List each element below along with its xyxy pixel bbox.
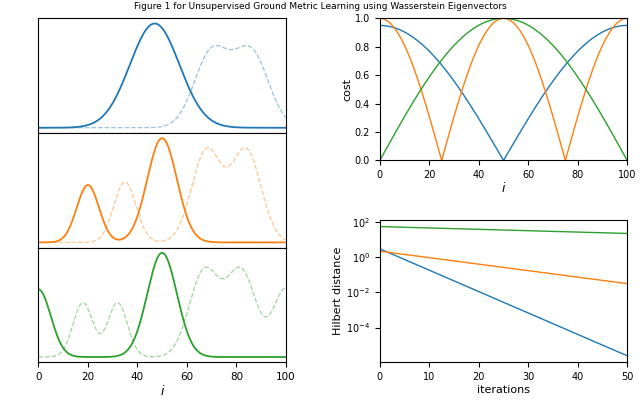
Y-axis label: cost: cost bbox=[342, 78, 352, 101]
Y-axis label: Hilbert distance: Hilbert distance bbox=[333, 247, 343, 335]
X-axis label: i: i bbox=[502, 182, 505, 195]
X-axis label: iterations: iterations bbox=[477, 385, 530, 395]
X-axis label: i: i bbox=[161, 385, 164, 398]
Text: Figure 1 for Unsupervised Ground Metric Learning using Wasserstein Eigenvectors: Figure 1 for Unsupervised Ground Metric … bbox=[134, 2, 506, 11]
